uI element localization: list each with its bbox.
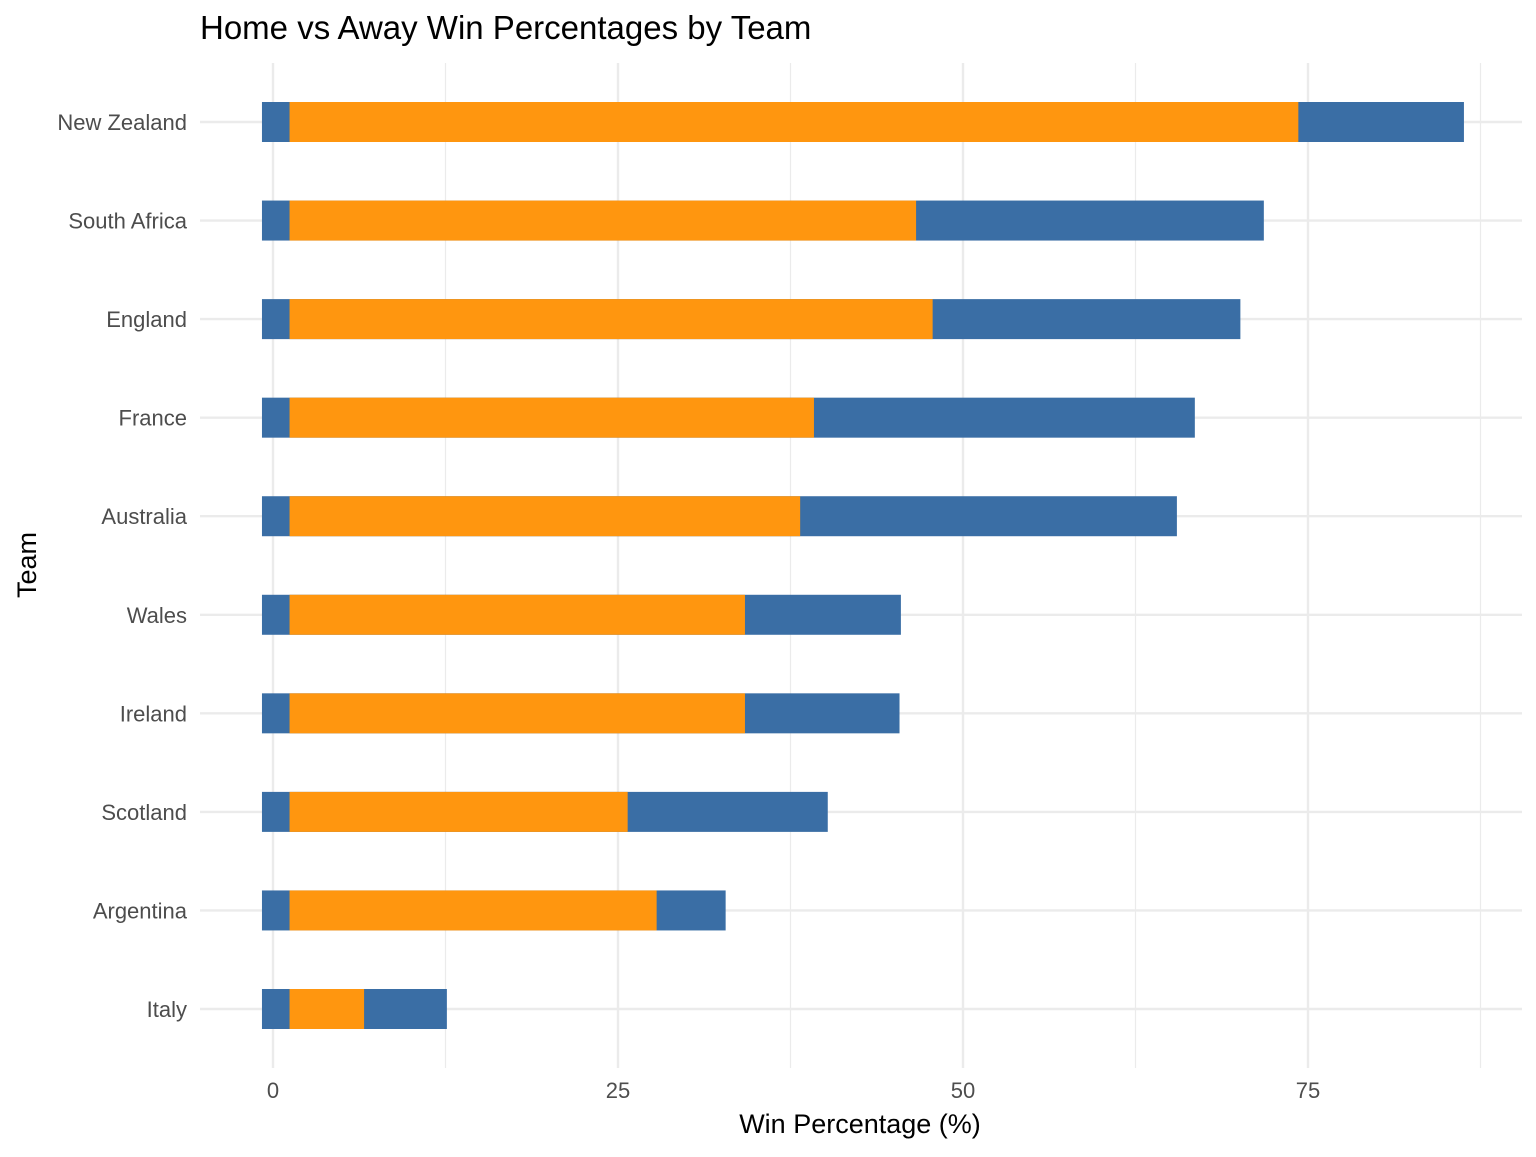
x-tick-label: 25 bbox=[606, 1078, 630, 1103]
x-axis-title: Win Percentage (%) bbox=[739, 1109, 981, 1139]
bar-scotland-series-2 bbox=[289, 791, 628, 832]
x-tick-label: 75 bbox=[1296, 1078, 1320, 1103]
bar-italy-series-2 bbox=[289, 989, 365, 1029]
y-tick-label: New Zealand bbox=[57, 110, 187, 135]
y-axis-title: Team bbox=[12, 532, 42, 598]
x-tick-label: 50 bbox=[951, 1078, 975, 1103]
y-tick-label: Australia bbox=[101, 504, 187, 529]
chart-title: Home vs Away Win Percentages by Team bbox=[200, 9, 811, 46]
y-tick-label: Italy bbox=[147, 997, 187, 1022]
y-tick-label: South Africa bbox=[68, 209, 187, 234]
bars bbox=[261, 102, 1464, 1029]
bar-england-series-2 bbox=[289, 299, 933, 340]
x-tick-label: 0 bbox=[267, 1078, 279, 1103]
y-tick-label: Argentina bbox=[93, 898, 188, 923]
y-tick-label: Scotland bbox=[101, 800, 187, 825]
y-axis-tick-labels: New Zealand South Africa England France Aust… bbox=[57, 110, 187, 1022]
bar-france-series-2 bbox=[289, 397, 814, 438]
y-tick-label: France bbox=[119, 406, 187, 431]
bar-ireland-series-2 bbox=[289, 693, 745, 734]
bar-argentina-series-2 bbox=[289, 890, 657, 931]
y-tick-label: Wales bbox=[127, 603, 187, 628]
bar-australia-series-2 bbox=[289, 496, 801, 537]
y-tick-label: England bbox=[106, 307, 187, 332]
y-tick-label: Ireland bbox=[120, 701, 187, 726]
bar-new-zealand-series-2 bbox=[289, 102, 1299, 142]
bar-south-africa-series-2 bbox=[289, 200, 917, 241]
x-axis-tick-labels: 0 25 50 75 bbox=[267, 1078, 1320, 1103]
bar-wales-series-2 bbox=[289, 594, 745, 635]
